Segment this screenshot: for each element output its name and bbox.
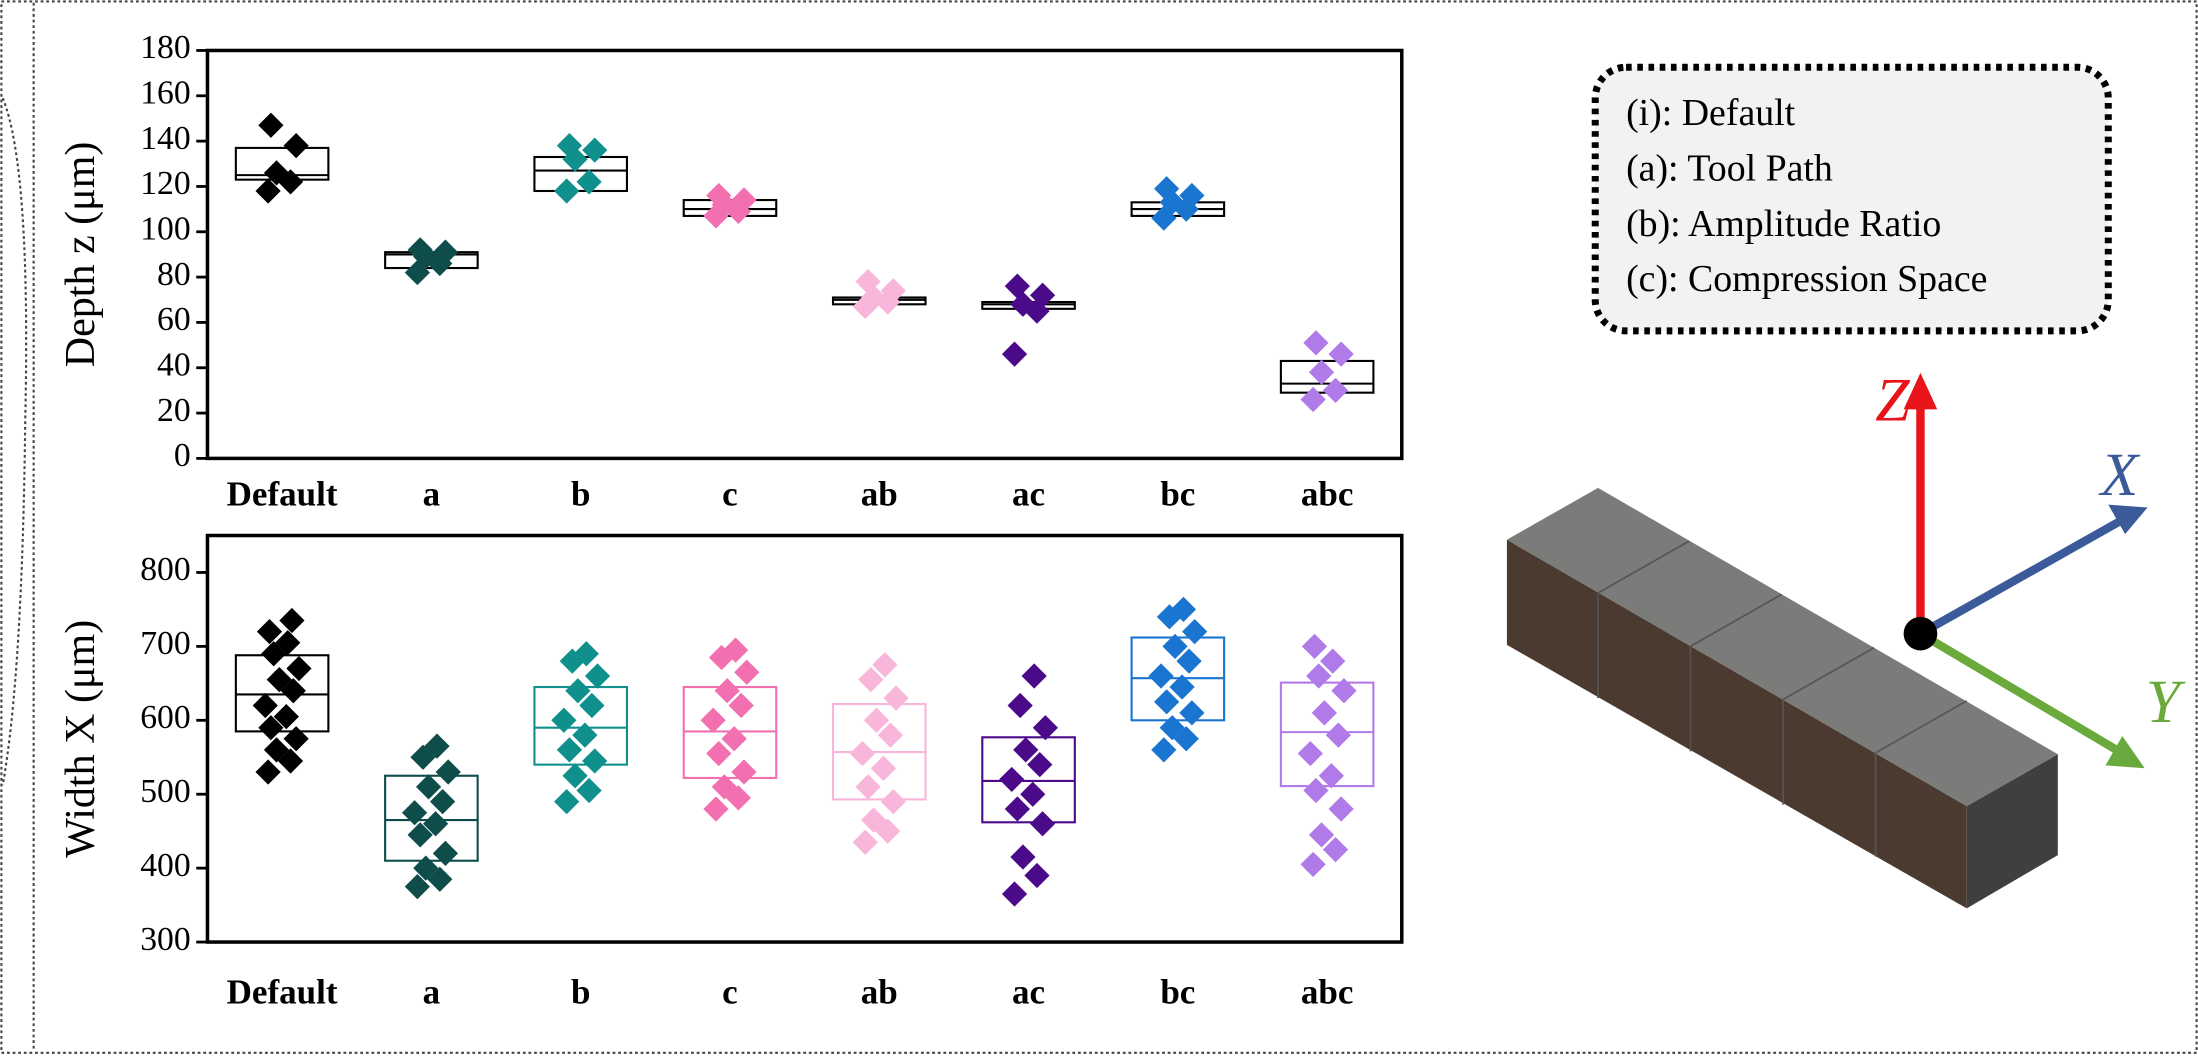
y-tick-label: 60 <box>157 301 191 338</box>
data-point <box>433 841 458 866</box>
legend-line: (i): Default <box>1626 92 1796 134</box>
legend-line: (a): Tool Path <box>1626 147 1833 189</box>
data-point <box>1022 663 1047 688</box>
y-tick-label: 140 <box>140 120 190 157</box>
y-tick-label: 800 <box>140 551 190 588</box>
data-point <box>1326 722 1351 747</box>
x-tick-label: b <box>571 475 590 514</box>
data-point <box>1002 342 1027 367</box>
data-point <box>1148 663 1173 688</box>
y-tick-label: 0 <box>174 437 191 474</box>
x-tick-label: c <box>722 972 738 1011</box>
data-point <box>1030 811 1055 836</box>
x-tick-label: Default <box>227 972 338 1011</box>
data-point <box>1329 796 1354 821</box>
block <box>1507 488 2058 909</box>
x-tick-label: a <box>423 972 441 1011</box>
data-point <box>258 113 283 138</box>
y-tick-label: 700 <box>140 625 190 662</box>
y-tick-label: 80 <box>157 256 191 293</box>
data-point <box>1301 387 1326 412</box>
x-tick-label: c <box>722 475 738 514</box>
data-point <box>255 759 280 784</box>
data-point <box>253 693 278 718</box>
figure: Z X Y (i): Default (a): Tool Path (b): Amp… <box>0 0 2198 1057</box>
panel-edge <box>3 98 26 785</box>
y-axis-title: Depth z (μm) <box>58 142 104 368</box>
data-point <box>853 830 878 855</box>
y-tick-label: 120 <box>140 165 190 202</box>
data-point <box>582 748 607 773</box>
data-point <box>1298 741 1323 766</box>
x-tick-label: Default <box>227 475 338 514</box>
plot: 0 20 40 60 80 100 120 140 160 180 Depth z (μm) Defa… <box>58 29 1402 514</box>
y-tick-label: 300 <box>140 921 190 958</box>
data-point <box>1024 863 1049 888</box>
x-tick-label: abc <box>1301 972 1354 1011</box>
data-point <box>1312 700 1337 725</box>
x-tick-label: ac <box>1012 475 1045 514</box>
data-point <box>286 656 311 681</box>
plot-frame <box>207 536 1401 943</box>
x-tick-label: ac <box>1012 972 1045 1011</box>
data-point <box>881 789 906 814</box>
data-point <box>1182 619 1207 644</box>
y-tick-label: 160 <box>140 75 190 112</box>
data-point <box>279 608 304 633</box>
plot: 300400500600700800Width X (μm)Defaultabc… <box>58 536 1402 1012</box>
data-point <box>436 759 461 784</box>
y-axis-title: Width X (μm) <box>58 620 104 858</box>
legend-line: (b): Amplitude Ratio <box>1626 203 1941 245</box>
data-point <box>1179 700 1204 725</box>
y-tick-label: 100 <box>140 210 190 247</box>
data-point <box>734 660 759 685</box>
data-point <box>855 774 880 799</box>
y-tick-label: 180 <box>140 29 190 66</box>
data-point <box>284 726 309 751</box>
data-point <box>1008 693 1033 718</box>
data-point <box>551 708 576 733</box>
data-point <box>1010 844 1035 869</box>
x-tick-label: abc <box>1301 475 1354 514</box>
data-point <box>1329 342 1354 367</box>
y-tick-label: 600 <box>140 699 190 736</box>
x-tick-label: ab <box>861 972 898 1011</box>
data-point <box>1309 360 1334 385</box>
data-point <box>701 708 726 733</box>
y-tick-label: 40 <box>157 346 191 383</box>
data-point <box>1302 634 1327 659</box>
data-point <box>402 800 427 825</box>
legend-line: (c): Compression Space <box>1626 258 1987 300</box>
x-tick-label: bc <box>1160 972 1195 1011</box>
data-point <box>554 178 579 203</box>
data-point <box>1002 881 1027 906</box>
x-tick-label: b <box>571 972 590 1011</box>
z-axis-label: Z <box>1875 367 1910 435</box>
data-point <box>731 759 756 784</box>
y-tick-label: 400 <box>140 847 190 884</box>
x-tick-label: ab <box>861 475 898 514</box>
y-axis-label: Y <box>2146 668 2186 736</box>
data-point <box>999 767 1024 792</box>
x-tick-label: a <box>423 475 441 514</box>
data-point <box>284 133 309 158</box>
x-tick-label: bc <box>1160 475 1195 514</box>
data-point <box>883 686 908 711</box>
data-point <box>1151 737 1176 762</box>
data-point <box>1303 330 1328 355</box>
data-point <box>703 796 728 821</box>
y-tick-label: 20 <box>157 392 191 429</box>
data-point <box>1323 378 1348 403</box>
data-point <box>871 756 896 781</box>
x-axis-label: X <box>2098 441 2141 509</box>
data-point <box>585 663 610 688</box>
data-point <box>554 789 579 814</box>
y-tick-label: 500 <box>140 773 190 810</box>
data-point <box>1301 852 1326 877</box>
data-point <box>850 741 875 766</box>
